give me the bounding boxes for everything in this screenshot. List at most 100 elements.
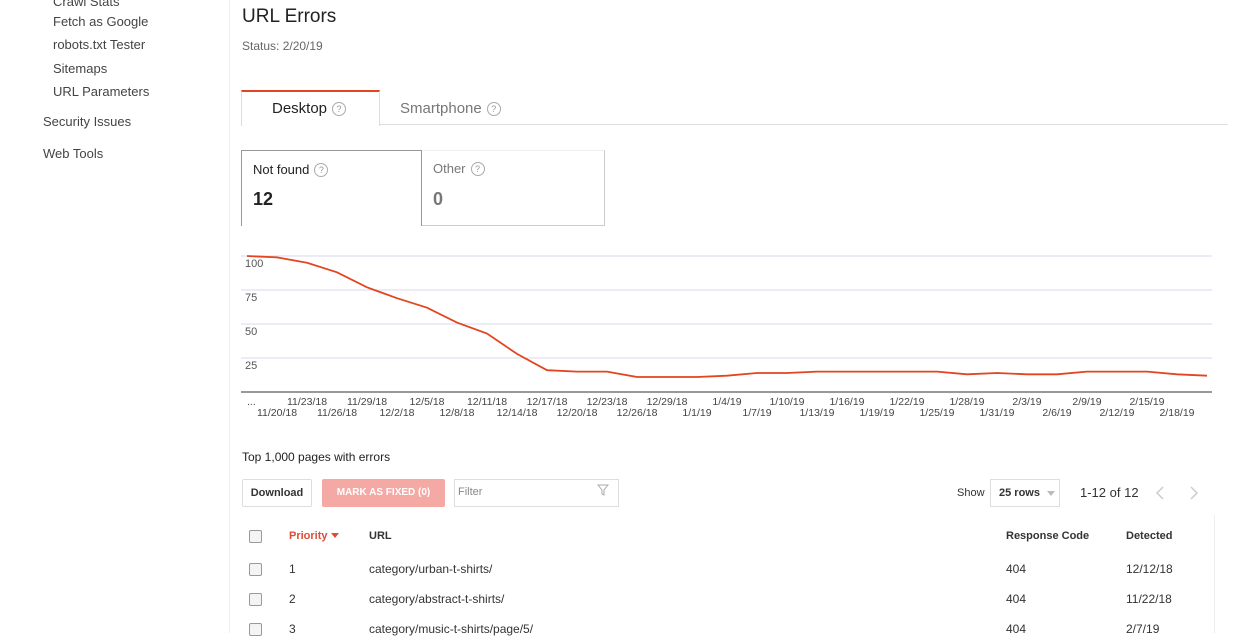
card-label: Not found: [253, 162, 329, 177]
nav-section[interactable]: Security Issues: [43, 114, 132, 129]
tab-label[interactable]: Smartphone: [400, 100, 482, 117]
x-tick-label: 2/15/19: [1129, 396, 1164, 408]
nav-item[interactable]: Fetch as Google: [53, 14, 149, 29]
checkbox[interactable]: [249, 530, 262, 543]
shape: [330, 533, 339, 538]
prev-page[interactable]: [1155, 486, 1167, 500]
shape: [1155, 486, 1164, 500]
x-tick-label: 1/31/19: [979, 407, 1014, 419]
card-label: Other: [433, 161, 485, 176]
y-tick-label: 25: [245, 360, 257, 372]
help-icon[interactable]: [314, 163, 329, 177]
x-tick-label: 2/3/19: [1012, 396, 1041, 408]
nav-item[interactable]: robots.txt Tester: [53, 37, 146, 52]
page-title: URL Errors: [242, 6, 337, 27]
x-tick-label: 12/5/18: [409, 396, 444, 408]
select-arrow: [1047, 491, 1055, 496]
tab-rule: [241, 124, 1228, 125]
filter-input[interactable]: Filter: [454, 479, 619, 507]
x-tick-label: 1/28/19: [949, 396, 984, 408]
x-tick-label: 1/7/19: [742, 407, 771, 419]
shape: [1047, 491, 1055, 496]
y-tick-label: 50: [245, 326, 257, 338]
x-tick-label: 12/11/18: [467, 396, 507, 408]
checkbox[interactable]: [249, 563, 262, 576]
shape: [597, 484, 609, 496]
rows-select[interactable]: 25 rows: [990, 479, 1060, 507]
card-value: 12: [253, 189, 274, 209]
column-header[interactable]: Response Code: [1006, 530, 1090, 542]
line-series: [246, 255, 1208, 378]
table-cell: 12/12/18: [1126, 562, 1173, 576]
x-tick-label: 2/12/19: [1099, 407, 1134, 419]
url-cell[interactable]: category/urban-t-shirts/: [369, 562, 493, 576]
filter-placeholder: Filter: [458, 486, 483, 498]
tab[interactable]: Desktop: [272, 100, 347, 117]
table-cell: 2: [289, 592, 296, 606]
y-tick-label: 75: [245, 292, 257, 304]
y-tick-label: 100: [245, 258, 263, 270]
next-page[interactable]: [1188, 486, 1200, 500]
url-cell[interactable]: category/music-t-shirts/page/5/: [369, 622, 534, 636]
nav-item[interactable]: Crawl Stats: [53, 0, 120, 9]
x-tick-label: 12/17/18: [527, 396, 568, 408]
help-icon[interactable]: [470, 162, 485, 176]
x-tick-label: 12/23/18: [587, 396, 628, 408]
column-header[interactable]: URL: [369, 530, 392, 542]
card-value: 0: [433, 189, 444, 209]
x-tick-label: 1/19/19: [859, 407, 894, 419]
x-tick-label: 2/18/19: [1159, 407, 1194, 419]
card[interactable]: [241, 150, 422, 226]
nav-section[interactable]: Web Tools: [43, 146, 104, 161]
x-tick-label: 1/4/19: [712, 396, 741, 408]
x-tick-label: 12/20/18: [557, 407, 598, 419]
x-tick-label: 12/8/18: [439, 407, 474, 419]
tab-active[interactable]: [241, 90, 380, 126]
table-cell: 404: [1006, 622, 1027, 636]
x-tick-label: 1/10/19: [769, 396, 804, 408]
filter-icon[interactable]: [597, 484, 609, 496]
x-tick-label: 11/26/18: [317, 407, 357, 419]
x-tick-label: 1/13/19: [799, 407, 834, 419]
x-tick-label: 11/23/18: [287, 396, 327, 408]
tab-label[interactable]: Desktop: [272, 100, 328, 117]
x-tick-label: 1/1/19: [682, 407, 711, 419]
nav-item[interactable]: URL Parameters: [53, 84, 150, 99]
table-cell: 2/7/19: [1126, 622, 1160, 636]
table-caption: Top 1,000 pages with errors: [242, 450, 391, 464]
x-tick-label: 1/16/19: [829, 396, 864, 408]
table-cell: 3: [289, 622, 296, 636]
card[interactable]: [422, 150, 605, 226]
checkbox[interactable]: [249, 623, 262, 636]
button[interactable]: Download: [242, 479, 312, 507]
url-cell[interactable]: category/abstract-t-shirts/: [369, 592, 505, 606]
table-cell: 11/22/18: [1126, 592, 1172, 606]
column-header[interactable]: Priority: [289, 530, 339, 542]
table-cell: 404: [1006, 562, 1027, 576]
x-tick-label: 2/9/19: [1072, 396, 1101, 408]
checkbox[interactable]: [249, 593, 262, 606]
column-label[interactable]: Priority: [289, 530, 328, 542]
table-edge: [1214, 515, 1215, 633]
x-tick-label: 11/20/18: [257, 407, 297, 419]
card-label-text: Other: [433, 161, 466, 176]
card-label-text: Not found: [253, 162, 310, 177]
status: Status: 2/20/19: [242, 39, 323, 53]
tab[interactable]: Smartphone: [400, 100, 501, 117]
x-tick-label: 2/6/19: [1042, 407, 1071, 419]
table-cell: 1: [289, 562, 296, 576]
x-tick-label: ...: [247, 396, 256, 408]
shape: [1190, 486, 1199, 500]
help-icon[interactable]: [486, 102, 501, 116]
x-tick-label: 12/14/18: [497, 407, 538, 419]
rows-option: 25 rows: [999, 487, 1040, 499]
divider: [229, 0, 230, 633]
nav-item[interactable]: Sitemaps: [53, 61, 108, 76]
button[interactable]: MARK AS FIXED (0): [322, 479, 445, 507]
table-cell: 404: [1006, 592, 1027, 606]
column-header[interactable]: Detected: [1126, 530, 1173, 542]
x-tick-label: 12/26/18: [617, 407, 658, 419]
help-icon[interactable]: [332, 102, 347, 116]
pagination: 1-12 of 12: [1080, 485, 1139, 500]
